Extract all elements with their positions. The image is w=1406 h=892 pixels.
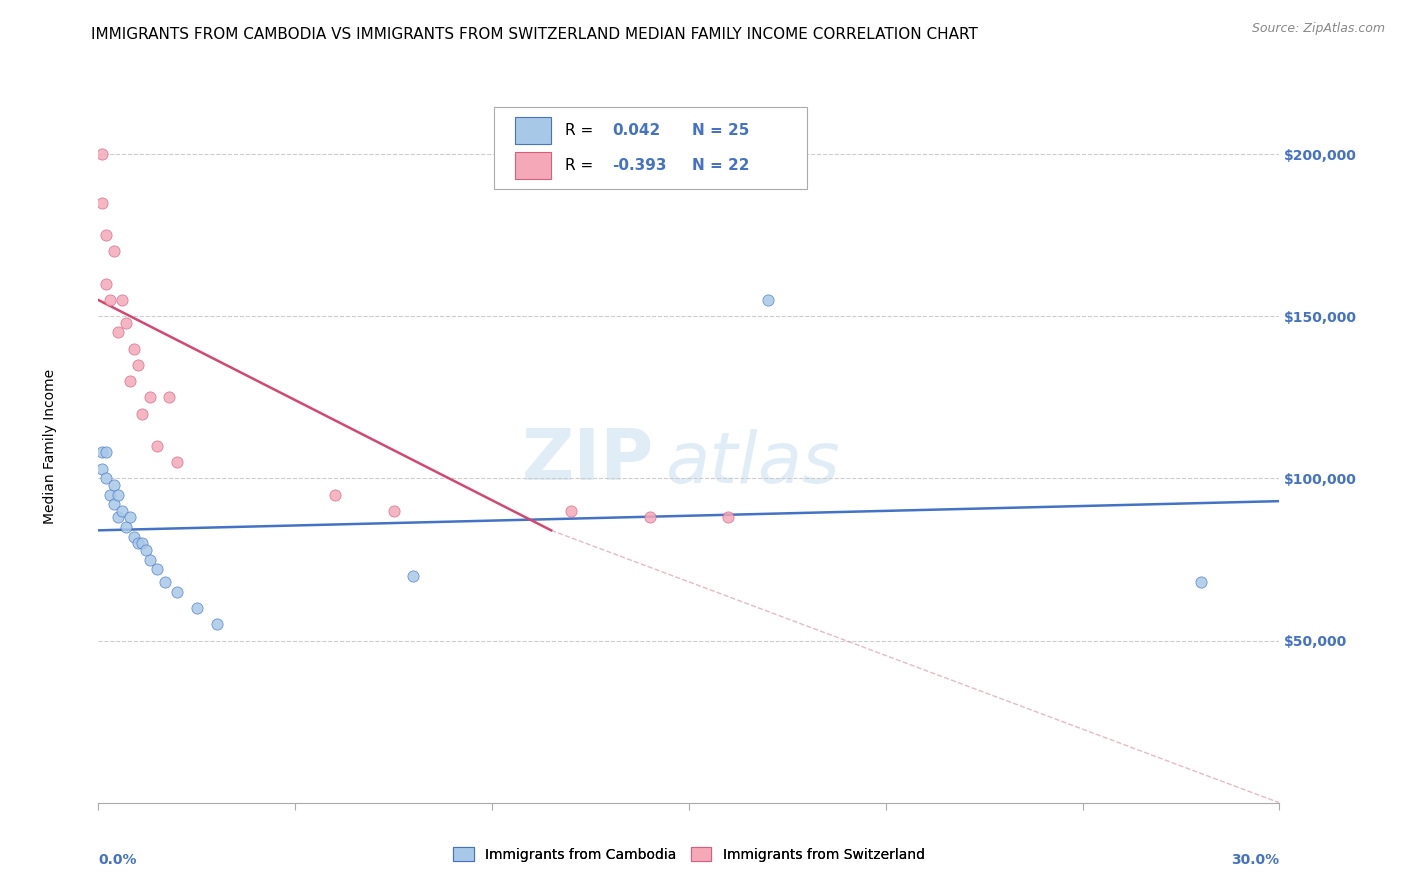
Text: 0.0%: 0.0% [98, 853, 136, 867]
Legend: Immigrants from Cambodia, Immigrants from Switzerland: Immigrants from Cambodia, Immigrants fro… [447, 841, 931, 867]
Y-axis label: Median Family Income: Median Family Income [44, 368, 58, 524]
Point [103, 244, 125, 259]
Text: N = 22: N = 22 [693, 158, 749, 173]
Point [91, 147, 114, 161]
Point [91, 461, 114, 475]
Point [96, 277, 118, 291]
Point [111, 504, 134, 518]
Point [91, 445, 114, 459]
Point [127, 536, 149, 550]
Point [122, 530, 145, 544]
FancyBboxPatch shape [516, 117, 551, 145]
Point [138, 390, 160, 404]
Point [146, 562, 169, 576]
Text: N = 25: N = 25 [693, 123, 749, 138]
Point [98, 293, 121, 307]
Point [96, 471, 118, 485]
Point [122, 342, 145, 356]
Point [118, 374, 141, 388]
Point [205, 617, 228, 632]
Point [103, 497, 125, 511]
Point [166, 585, 188, 599]
Point [717, 510, 740, 524]
Point [155, 575, 177, 590]
Point [96, 228, 118, 243]
Point [118, 510, 141, 524]
Point [131, 407, 153, 421]
Point [323, 488, 346, 502]
Point [138, 552, 160, 566]
Text: ZIP: ZIP [522, 425, 654, 495]
Point [115, 520, 138, 534]
Point [756, 293, 779, 307]
Text: Source: ZipAtlas.com: Source: ZipAtlas.com [1251, 22, 1385, 36]
Point [98, 488, 121, 502]
Text: 30.0%: 30.0% [1232, 853, 1279, 867]
Text: atlas: atlas [665, 429, 839, 499]
Point [1189, 575, 1212, 590]
Text: R =: R = [565, 158, 598, 173]
Point [135, 542, 157, 557]
Text: R =: R = [565, 123, 598, 138]
Point [131, 536, 153, 550]
FancyBboxPatch shape [516, 152, 551, 179]
Point [638, 510, 661, 524]
Text: IMMIGRANTS FROM CAMBODIA VS IMMIGRANTS FROM SWITZERLAND MEDIAN FAMILY INCOME COR: IMMIGRANTS FROM CAMBODIA VS IMMIGRANTS F… [91, 27, 979, 42]
Point [127, 358, 149, 372]
Point [91, 195, 114, 210]
Point [107, 510, 129, 524]
Point [96, 445, 118, 459]
Point [166, 455, 188, 469]
Point [111, 293, 134, 307]
Point [107, 488, 129, 502]
Point [107, 326, 129, 340]
Point [402, 568, 425, 582]
Point [157, 390, 180, 404]
Point [186, 601, 208, 615]
FancyBboxPatch shape [494, 107, 807, 189]
Point [382, 504, 405, 518]
Point [115, 316, 138, 330]
Point [146, 439, 169, 453]
Text: 0.042: 0.042 [612, 123, 661, 138]
Text: -0.393: -0.393 [612, 158, 666, 173]
Point [103, 478, 125, 492]
Point [560, 504, 582, 518]
